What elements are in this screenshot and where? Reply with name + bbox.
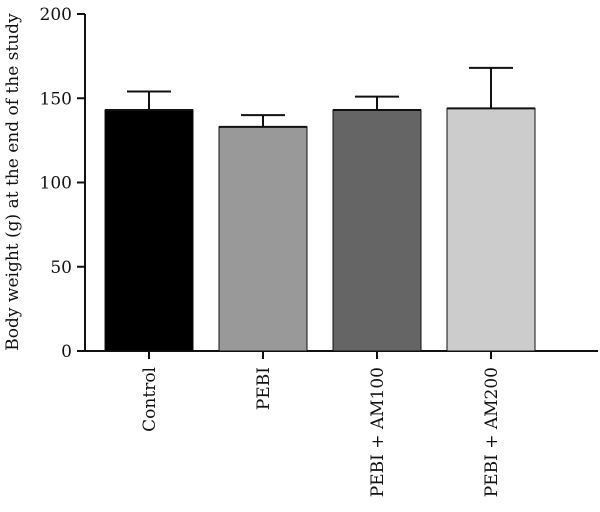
bar <box>446 107 536 352</box>
x-category-label: PEBI + AM100 <box>368 367 388 497</box>
bar <box>332 109 422 352</box>
bar <box>104 109 194 352</box>
y-tick-label: 50 <box>50 258 72 278</box>
y-tick-label: 0 <box>61 342 72 362</box>
bar <box>218 126 308 352</box>
x-category-label: Control <box>140 367 160 432</box>
y-axis-title: Body weight (g) at the end of the study <box>3 13 23 351</box>
y-tick-label: 150 <box>40 89 72 109</box>
x-category-label: PEBI + AM200 <box>482 367 502 497</box>
y-tick-label: 200 <box>40 5 72 25</box>
x-category-label: PEBI <box>254 367 274 410</box>
y-tick-label: 100 <box>40 174 72 194</box>
plot-area: 0 50 100 150 200 Control PEBI PEBI + AM100 PEBI … <box>40 5 598 497</box>
